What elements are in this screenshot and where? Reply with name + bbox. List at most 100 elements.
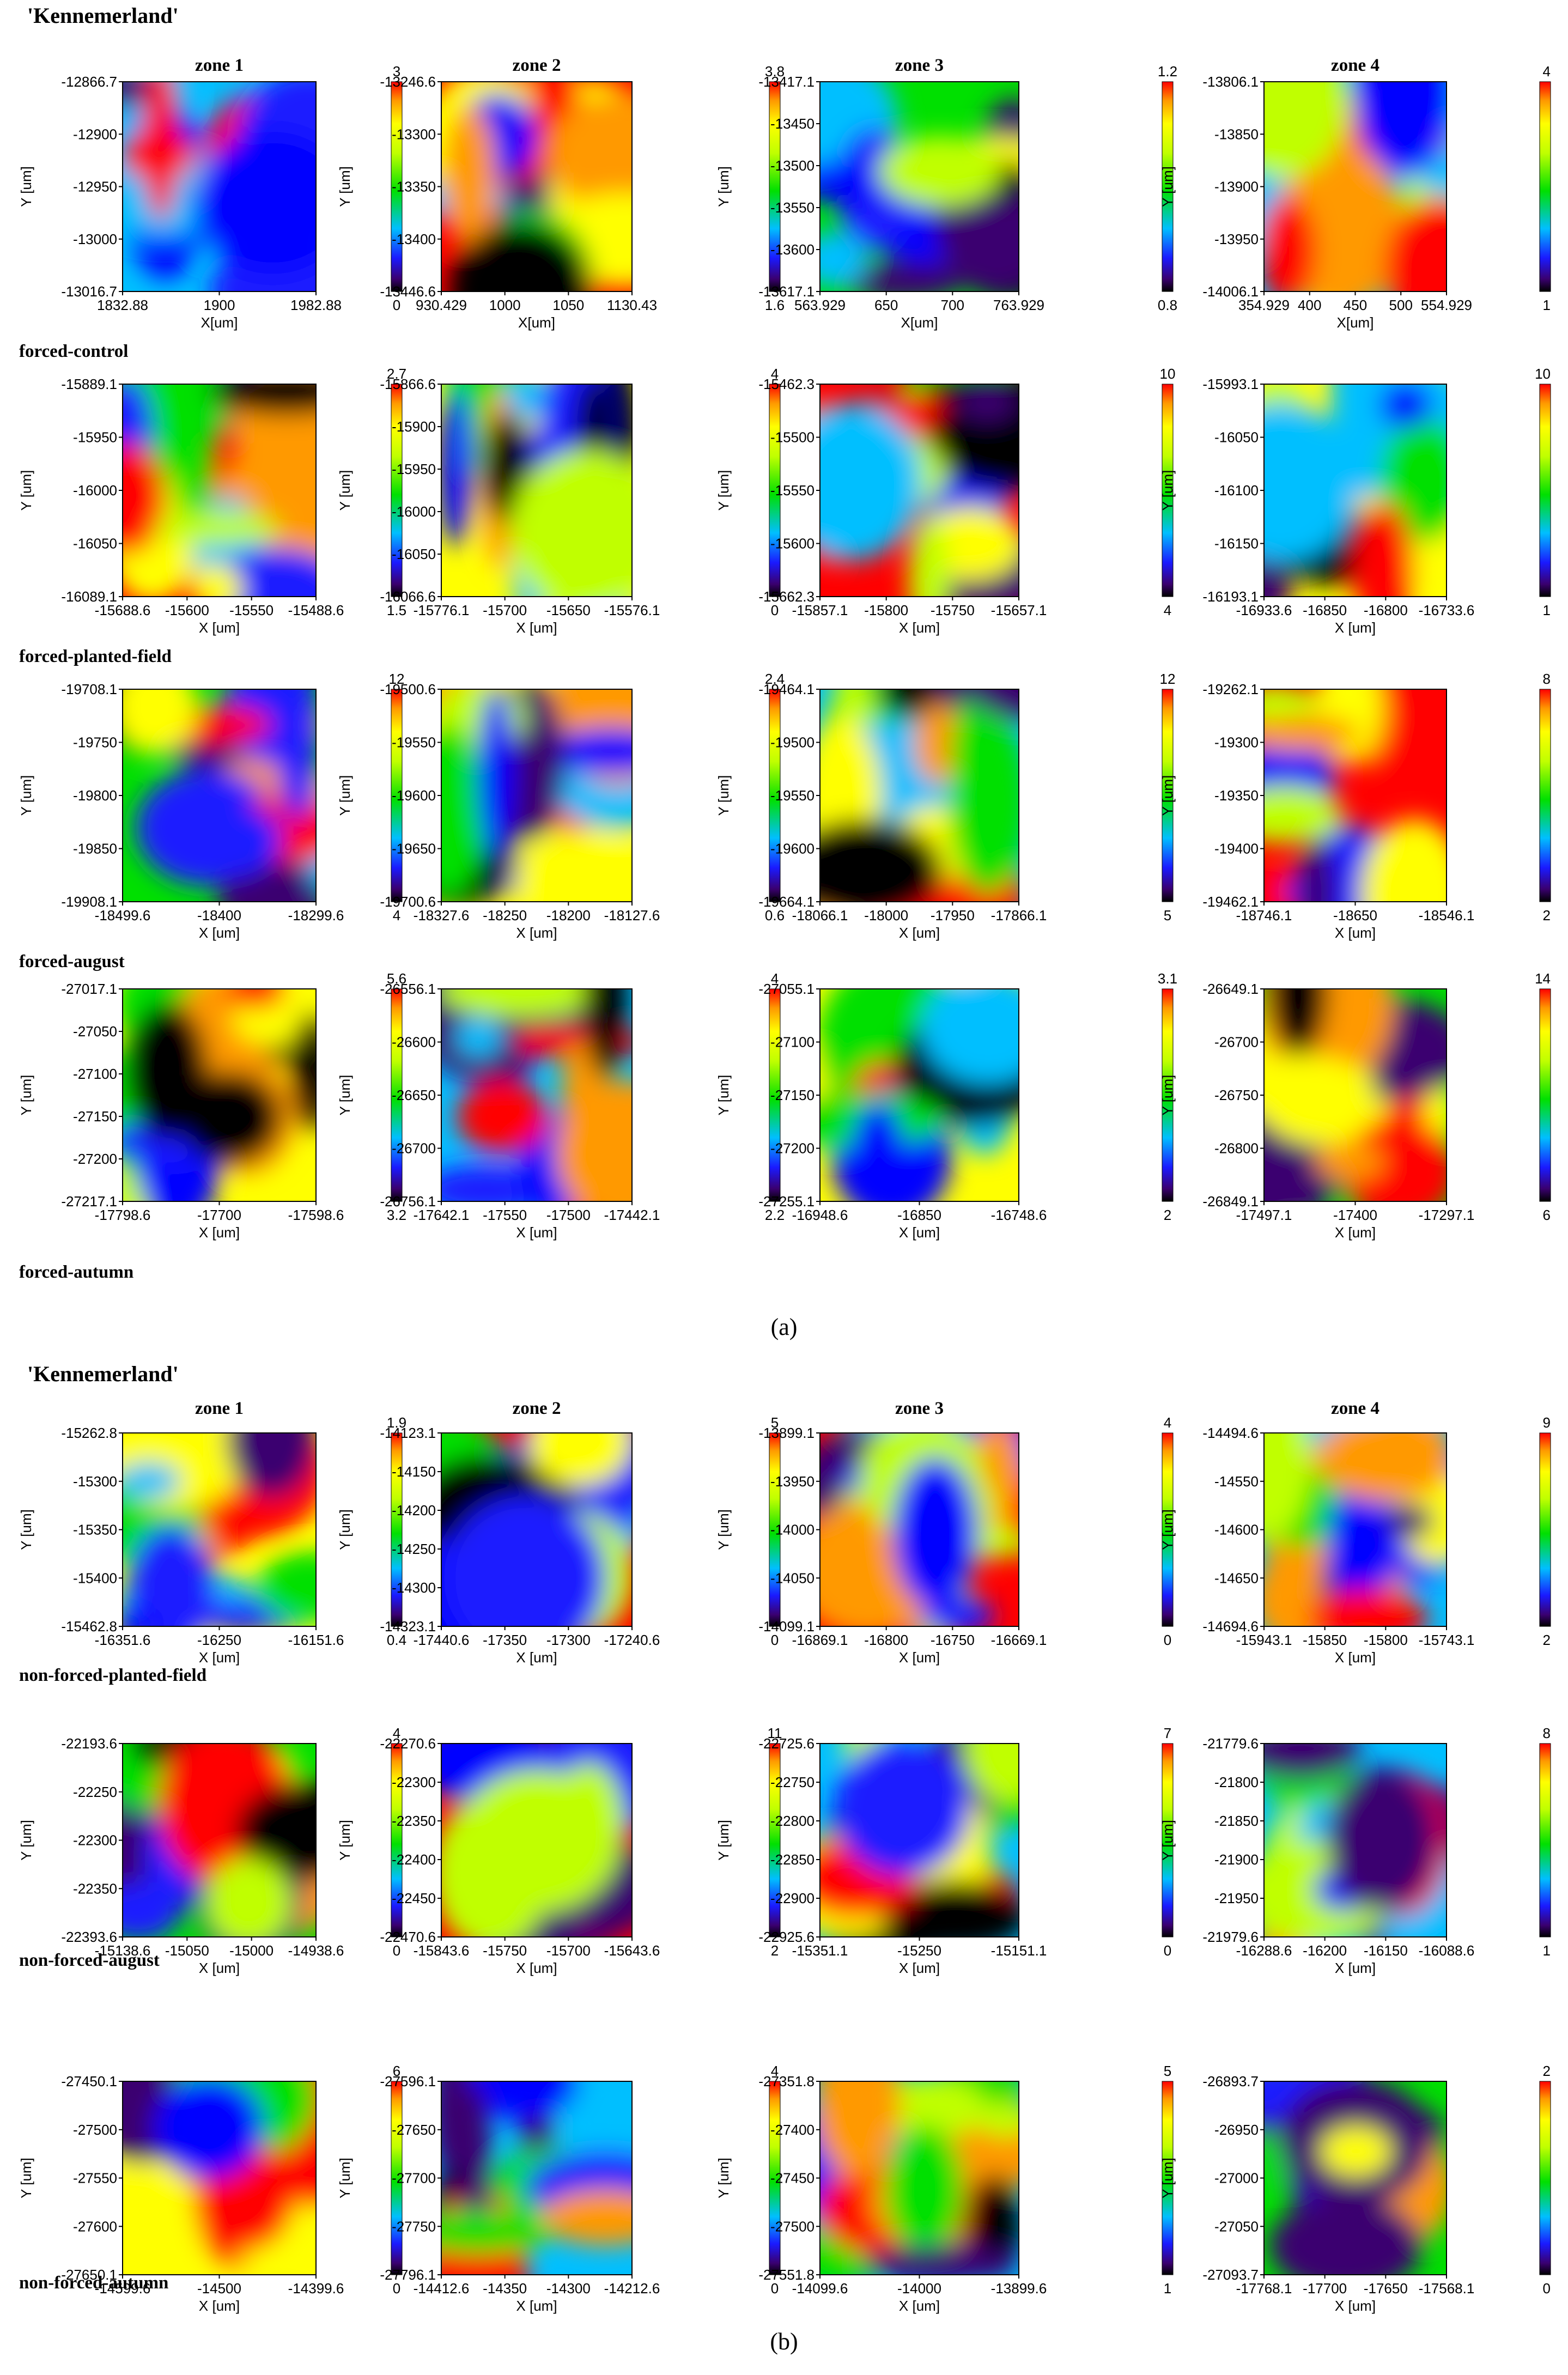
heatmap-field [123, 2081, 316, 2275]
y-tick-label: -15950 [392, 461, 436, 477]
y-tick-label: -15662.3 [758, 588, 815, 605]
y-tick-label: -16089.1 [61, 588, 117, 605]
heatmap-field [441, 1744, 632, 1937]
colorbar [1539, 689, 1551, 902]
x-tick-label: -18499.6 [95, 907, 151, 924]
y-tick-label: -14250 [392, 1541, 436, 1557]
y-tick-label: -16150 [1214, 536, 1259, 552]
x-tick-label: -15050 [165, 1942, 209, 1959]
x-tick-label: -15138.6 [95, 1942, 151, 1959]
x-tick-label: -18327.6 [414, 907, 470, 924]
heatmap-chart: -14494.6 -14550 -14600 -14650 -14694.6 Y [um]… [1159, 1414, 1551, 1666]
y-axis-label: Y [um] [18, 2158, 34, 2198]
heatmap-field [1264, 989, 1447, 1201]
colorbar-max-label: 3 [393, 63, 400, 80]
y-tick-label: -22925.6 [758, 1929, 815, 1945]
x-tick-label: -16151.6 [288, 1632, 344, 1648]
x-tick-label: -14350 [483, 2280, 527, 2297]
heatmap-blob [1264, 1055, 1375, 1117]
colorbar-max-label: 12 [389, 671, 405, 687]
y-tick-label: -19262.1 [1202, 681, 1259, 697]
y-tick-label: -27150 [770, 1087, 815, 1103]
heatmap-blob [258, 1551, 316, 1623]
x-tick-label: -15750 [483, 1942, 527, 1959]
y-tick-label: -22800 [770, 1813, 815, 1829]
heatmap-blob [190, 563, 242, 597]
x-tick-label: -16800 [864, 1632, 908, 1648]
y-tick-label: -13806.1 [1202, 74, 1259, 90]
x-axis-label: X[um] [901, 314, 938, 331]
x-tick-label: -15688.6 [95, 602, 151, 618]
y-tick-label: -16050 [1214, 429, 1259, 446]
y-tick-label: -14050 [770, 1570, 815, 1586]
heatmap-blob [290, 1012, 316, 1132]
heatmap-blob [1341, 1118, 1447, 1201]
x-tick-label: -16200 [1303, 1942, 1347, 1959]
y-tick-label: -14494.6 [1202, 1425, 1259, 1441]
colorbar-min-label: 0 [393, 2280, 400, 2297]
x-axis-label: X [um] [899, 2298, 940, 2314]
y-tick-label: -13850 [1214, 126, 1259, 142]
x-axis-label: X [um] [1335, 619, 1376, 636]
colorbar-min-label: 0.8 [1158, 297, 1177, 313]
row-label: non-forced-planted-field [19, 1666, 206, 1685]
heatmap-blob [579, 2081, 630, 2116]
heatmap-chart: -13246.6 -13300 -13350 -13400 -13446.6 Y [um]… [337, 63, 785, 331]
y-tick-label: -12950 [73, 179, 117, 195]
heatmap-chart: -19262.1 -19300 -19350 -19400 -19462.1 Y [um]… [1159, 671, 1551, 941]
heatmap-blob [1385, 1504, 1435, 1538]
panel-caption: (b) [770, 2328, 798, 2355]
y-axis-label: Y [um] [18, 470, 34, 511]
heatmap-blob [1269, 2197, 1423, 2275]
y-tick-label: -27650.1 [61, 2267, 117, 2283]
colorbar [1539, 1743, 1551, 1937]
x-tick-label: -17240.6 [604, 1632, 660, 1648]
colorbar-min-label: 3.2 [387, 1207, 406, 1223]
x-axis-label: X [um] [516, 619, 557, 636]
y-tick-label: -14006.1 [1202, 283, 1259, 300]
y-tick-label: -13300 [392, 126, 436, 142]
x-tick-label: -14599.6 [95, 2280, 151, 2297]
y-tick-label: -21979.6 [1202, 1929, 1259, 1945]
x-tick-label: -15700 [546, 1942, 591, 1959]
colorbar-min-label: 1 [1164, 2280, 1171, 2297]
y-axis-label: Y [um] [715, 1075, 732, 1116]
y-tick-label: -15462.3 [758, 376, 815, 392]
heatmap-chart: -22270.6 -22300 -22350 -22400 -22450 -22470.6… [337, 1725, 782, 1976]
panel-caption: (a) [771, 1314, 798, 1340]
colorbar [769, 81, 781, 292]
y-tick-label: -22193.6 [61, 1735, 117, 1752]
x-tick-label: -16850 [1303, 602, 1347, 618]
y-axis-label: Y [um] [1159, 1509, 1176, 1550]
y-tick-label: -27200 [770, 1140, 815, 1157]
x-axis-label: X [um] [1335, 1649, 1376, 1666]
heatmap-blob [885, 2125, 965, 2256]
row-label: forced-august [19, 952, 125, 971]
x-axis-label: X [um] [199, 1224, 240, 1241]
y-tick-label: -19500 [770, 734, 815, 751]
y-tick-label: -27450.1 [61, 2073, 117, 2089]
heatmap-blob [227, 1433, 316, 1497]
x-tick-label: -15857.1 [792, 602, 848, 618]
y-tick-label: -27017.1 [61, 981, 117, 997]
y-tick-label: -26650 [392, 1087, 436, 1103]
x-axis-label: X [um] [199, 925, 240, 941]
heatmap-chart: -12866.7 -12900 -12950 -13000 -13016.7 Y [um]… [18, 63, 403, 331]
heatmap-blob [455, 1017, 502, 1057]
y-tick-label: -19750 [73, 734, 117, 751]
colorbar [391, 689, 403, 902]
y-tick-label: -27093.7 [1202, 2267, 1259, 2283]
panel-title: 'Kennemerland' [27, 3, 179, 28]
x-tick-label: -17866.1 [991, 907, 1047, 924]
x-axis-label: X [um] [1335, 1960, 1376, 1976]
y-axis-label: Y [um] [18, 1509, 34, 1550]
x-tick-label: -17442.1 [604, 1207, 660, 1223]
heatmap-field [1264, 2081, 1447, 2275]
heatmap-blob [1308, 1589, 1428, 1626]
colorbar-max-label: 4 [393, 1725, 400, 1741]
colorbar-max-label: 9 [1543, 1414, 1551, 1431]
colorbar [769, 384, 781, 597]
heatmap-blob [477, 689, 515, 858]
heatmap-blob [127, 1525, 216, 1626]
y-tick-label: -14550 [1214, 1473, 1259, 1490]
